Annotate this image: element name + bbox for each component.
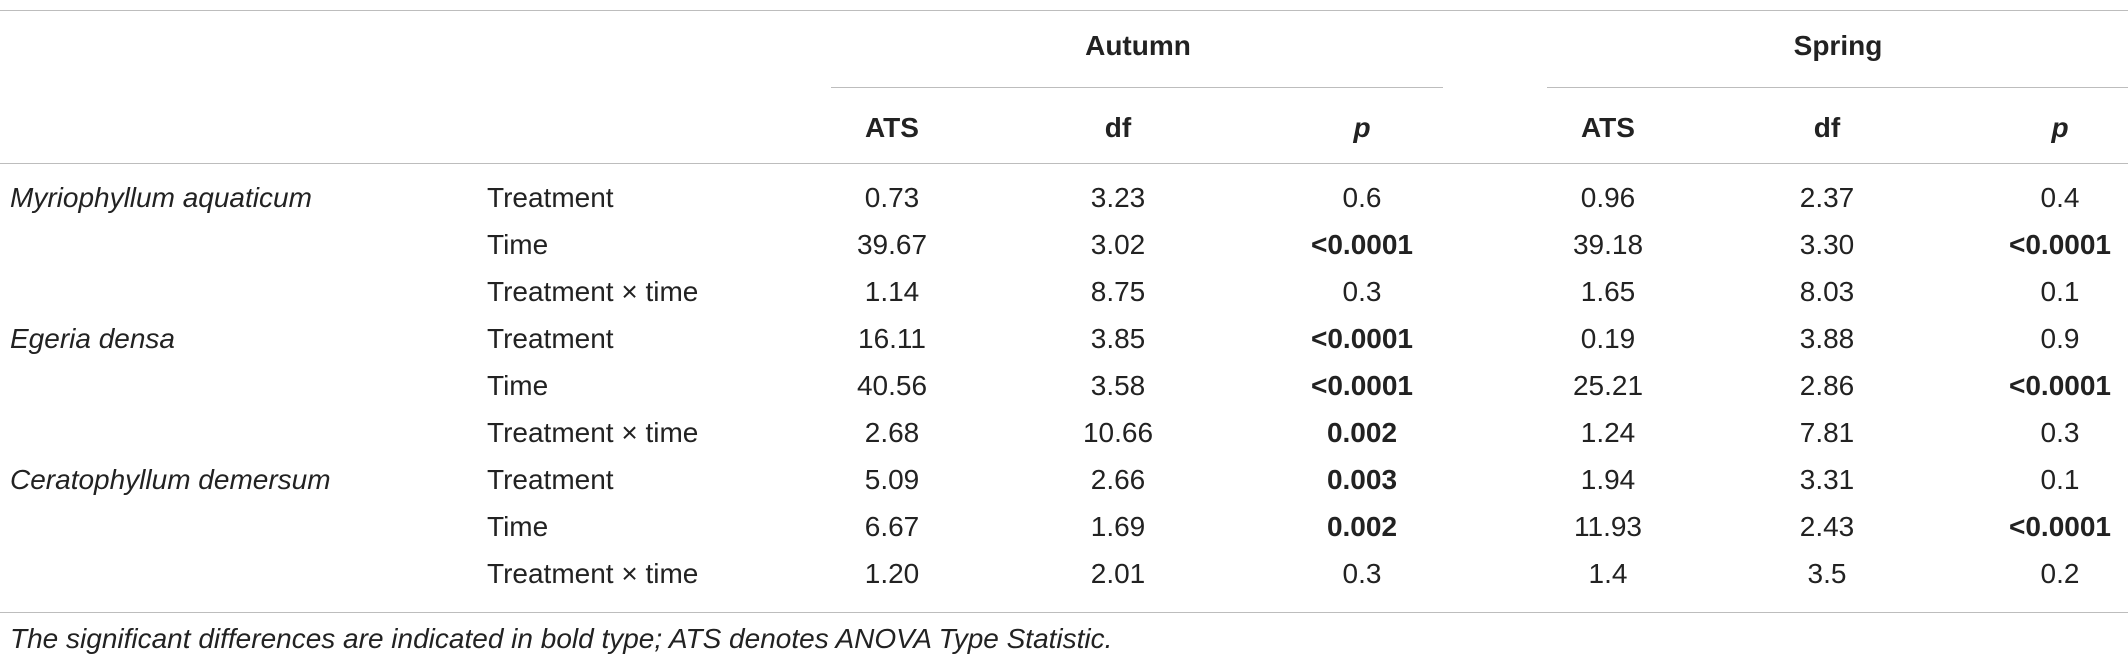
value-cell: 0.003	[1326, 464, 1398, 495]
value-cell: 0.002	[1326, 417, 1398, 448]
value-cell: 0.3	[2040, 417, 2080, 448]
value-cell: 2.01	[1090, 558, 1146, 589]
column-header-autumn-p: p	[1353, 112, 1371, 143]
value-cell: 0.002	[1326, 511, 1398, 542]
group-header-autumn: Autumn	[1085, 30, 1191, 61]
value-cell: 3.31	[1799, 464, 1855, 495]
value-cell: 5.09	[864, 464, 920, 495]
spring-group-rule	[1547, 87, 2128, 88]
value-cell: 0.96	[1580, 182, 1636, 213]
value-cell: 1.20	[864, 558, 920, 589]
column-header-spring-p: p	[2051, 112, 2069, 143]
effect-label: Time	[487, 370, 549, 401]
value-cell: <0.0001	[2009, 229, 2111, 260]
column-header-autumn-ats: ATS	[865, 112, 919, 143]
column-header-spring-ats: ATS	[1581, 112, 1635, 143]
value-cell: <0.0001	[2009, 511, 2111, 542]
value-cell: 2.37	[1799, 182, 1855, 213]
value-cell: 25.21	[1572, 370, 1644, 401]
value-cell: 3.30	[1799, 229, 1855, 260]
value-cell: <0.0001	[2009, 370, 2111, 401]
value-cell: 0.1	[2040, 464, 2080, 495]
value-cell: 0.1	[2040, 276, 2080, 307]
value-cell: <0.0001	[1311, 229, 1413, 260]
effect-label: Treatment	[487, 182, 614, 213]
value-cell: 16.11	[858, 323, 926, 354]
effect-label: Time	[487, 511, 549, 542]
value-cell: 0.9	[2040, 323, 2080, 354]
value-cell: 0.19	[1580, 323, 1636, 354]
value-cell: 39.18	[1572, 229, 1644, 260]
table-footnote: The significant differences are indicate…	[10, 623, 1113, 654]
species-label: Ceratophyllum demersum	[10, 464, 331, 495]
value-cell: 2.86	[1799, 370, 1855, 401]
effect-label: Treatment	[487, 464, 614, 495]
value-cell: 2.66	[1090, 464, 1146, 495]
value-cell: 3.88	[1799, 323, 1855, 354]
value-cell: <0.0001	[1311, 323, 1413, 354]
value-cell: 8.75	[1090, 276, 1146, 307]
group-header-spring: Spring	[1793, 30, 1883, 61]
value-cell: 3.58	[1090, 370, 1146, 401]
effect-label: Treatment × time	[487, 417, 699, 448]
effect-label: Treatment × time	[487, 276, 699, 307]
value-cell: 3.5	[1807, 558, 1847, 589]
value-cell: 2.43	[1799, 511, 1855, 542]
header-bottom-rule	[0, 163, 2128, 164]
autumn-group-rule	[831, 87, 1443, 88]
effect-label: Treatment × time	[487, 558, 699, 589]
value-cell: 1.65	[1580, 276, 1636, 307]
value-cell: 2.68	[864, 417, 920, 448]
value-cell: 8.03	[1799, 276, 1855, 307]
value-cell: 3.02	[1090, 229, 1146, 260]
value-cell: 0.73	[864, 182, 920, 213]
effect-label: Time	[487, 229, 549, 260]
value-cell: 1.4	[1588, 558, 1628, 589]
value-cell: <0.0001	[1311, 370, 1413, 401]
value-cell: 0.4	[2040, 182, 2080, 213]
species-label: Myriophyllum aquaticum	[10, 182, 312, 213]
value-cell: 1.24	[1580, 417, 1636, 448]
value-cell: 10.66	[1082, 417, 1154, 448]
value-cell: 0.2	[2040, 558, 2080, 589]
effect-label: Treatment	[487, 323, 614, 354]
value-cell: 6.67	[864, 511, 920, 542]
column-header-spring-df: df	[1813, 112, 1841, 143]
value-cell: 7.81	[1799, 417, 1855, 448]
value-cell: 0.6	[1342, 182, 1382, 213]
value-cell: 1.69	[1090, 511, 1146, 542]
value-cell: 3.23	[1090, 182, 1146, 213]
value-cell: 11.93	[1574, 511, 1642, 542]
value-cell: 0.3	[1342, 558, 1382, 589]
value-cell: 0.3	[1342, 276, 1382, 307]
table-top-rule	[0, 10, 2128, 11]
value-cell: 40.56	[856, 370, 928, 401]
value-cell: 39.67	[856, 229, 928, 260]
column-header-autumn-df: df	[1104, 112, 1132, 143]
value-cell: 1.14	[864, 276, 920, 307]
value-cell: 3.85	[1090, 323, 1146, 354]
table-bottom-rule	[0, 612, 2128, 613]
species-label: Egeria densa	[10, 323, 176, 354]
value-cell: 1.94	[1580, 464, 1636, 495]
